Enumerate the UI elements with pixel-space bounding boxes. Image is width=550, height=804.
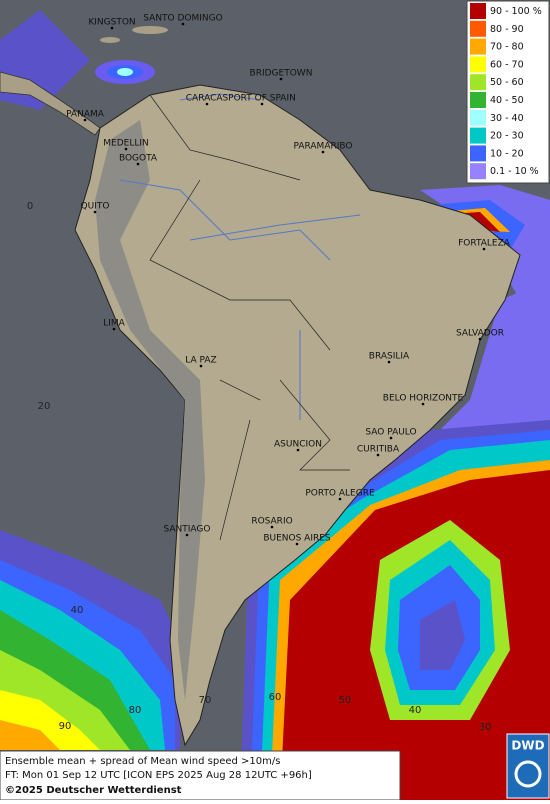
legend-label: 40 - 50	[490, 95, 524, 106]
grid-label: 90	[59, 721, 72, 732]
footer-line: FT: Mon 01 Sep 12 UTC [ICON EPS 2025 Aug…	[5, 770, 312, 781]
legend-swatch	[470, 127, 486, 144]
city-dot	[387, 360, 391, 364]
legend-label: 0.1 - 10 %	[490, 166, 539, 177]
legend-swatch	[470, 20, 486, 37]
city-dot	[83, 118, 87, 122]
legend-swatch	[470, 56, 486, 73]
city-dot	[321, 150, 325, 154]
legend-swatch	[470, 109, 486, 126]
grid-label: 80	[129, 705, 142, 716]
city-label: CURITIBA	[357, 445, 400, 455]
legend-swatch	[470, 38, 486, 55]
land	[0, 26, 521, 747]
city-dot	[482, 247, 486, 251]
footer-box	[0, 750, 401, 801]
city-label: ASUNCION	[274, 440, 322, 450]
city-label: LA PAZ	[185, 356, 216, 366]
city-dot	[136, 162, 140, 166]
city-dot	[478, 337, 482, 341]
city-label: SALVADOR	[456, 329, 504, 339]
city-label: PORT OF SPAIN	[228, 94, 296, 104]
city-dot	[270, 525, 274, 529]
city-label: PORTO ALEGRE	[305, 489, 375, 499]
legend-label: 70 - 80	[490, 42, 524, 53]
city-dot	[199, 364, 203, 368]
city-dot	[295, 542, 299, 546]
legend: 90 - 100 % 80 - 90 70 - 80 60 - 70 50 - 60 40…	[470, 3, 542, 180]
legend-swatch	[470, 3, 486, 19]
grid-label: 40	[409, 705, 422, 716]
city-label: CARACAS	[186, 94, 229, 104]
grid-label: 20	[38, 401, 51, 412]
city-dot	[260, 102, 264, 106]
city-label: ROSARIO	[251, 517, 292, 527]
grid-label: 30	[479, 722, 492, 733]
legend-swatch	[470, 74, 486, 91]
grid-label: 40	[71, 605, 84, 616]
city-label: PARAMARIBO	[294, 142, 353, 152]
city-label: BRIDGETOWN	[250, 69, 313, 79]
grid-label: 50	[339, 695, 352, 706]
legend-label: 90 - 100 %	[490, 6, 542, 17]
legend-label: 60 - 70	[490, 59, 524, 70]
city-dot	[205, 102, 209, 106]
city-label: SANTIAGO	[164, 525, 211, 535]
legend-swatch	[470, 145, 486, 162]
city-dot	[296, 448, 300, 452]
logo-text: DWD	[511, 739, 544, 753]
city-label: BELO HORIZONTE	[383, 394, 464, 404]
city-dot	[338, 497, 342, 501]
city-label: PANAMA	[66, 110, 105, 120]
city-label: SANTO DOMINGO	[143, 14, 222, 24]
city-label: MEDELLIN	[103, 139, 148, 149]
city-label: SAO PAULO	[365, 428, 416, 438]
footer-line: ©2025 Deutscher Wetterdienst	[5, 785, 182, 796]
city-dot	[181, 22, 185, 26]
city-dot	[376, 453, 380, 457]
city-dot	[279, 77, 283, 81]
city-dot	[110, 26, 114, 30]
city-dot	[124, 147, 128, 151]
city-dot	[93, 210, 97, 214]
city-label: KINGSTON	[88, 18, 135, 28]
city-label: BUENOS AIRES	[263, 534, 331, 544]
city-label: BOGOTA	[119, 154, 158, 164]
legend-label: 30 - 40	[490, 113, 524, 124]
grid-label: 70	[199, 695, 212, 706]
grid-label: 60	[269, 692, 282, 703]
legend-label: 10 - 20	[490, 148, 524, 159]
footer-line: Ensemble mean + spread of Mean wind spee…	[5, 756, 280, 767]
legend-label: 80 - 90	[490, 24, 524, 35]
logo-icon	[514, 760, 542, 788]
wind-areas	[0, 10, 550, 800]
city-dot	[421, 402, 425, 406]
legend-label: 50 - 60	[490, 77, 524, 88]
legend-label: 20 - 30	[490, 131, 524, 142]
city-dot	[185, 533, 189, 537]
city-label: FORTALEZA	[458, 239, 511, 249]
legend-swatch	[470, 163, 486, 180]
legend-swatch	[470, 92, 486, 108]
city-label: BRASILIA	[369, 352, 410, 362]
city-label: QUITO	[81, 202, 110, 212]
city-dot	[112, 327, 116, 331]
city-label: LIMA	[103, 319, 125, 329]
grid-label: 0	[27, 201, 33, 212]
city-dot	[389, 436, 393, 440]
